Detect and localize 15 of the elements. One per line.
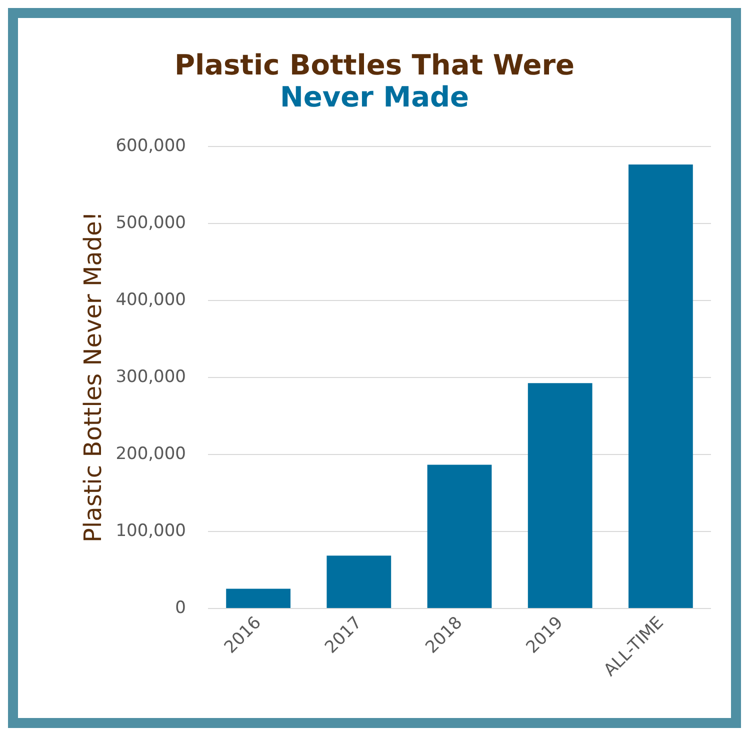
- y-tick-label: 100,000: [116, 521, 186, 541]
- y-tick-label: 600,000: [116, 136, 186, 156]
- y-tick-label: 500,000: [116, 213, 186, 233]
- bar: [326, 556, 392, 608]
- y-tick-label: 400,000: [116, 290, 186, 310]
- bar: [628, 164, 693, 608]
- chart-subtitle: Never Made: [280, 80, 470, 114]
- chart-title: Plastic Bottles That Were: [174, 48, 575, 82]
- bar: [528, 383, 592, 608]
- bar: [226, 588, 290, 608]
- y-tick-label: 200,000: [116, 444, 186, 464]
- y-axis-title: Plastic Bottles Never Made!: [78, 211, 107, 543]
- bar: [427, 464, 492, 608]
- y-tick-label: 0: [175, 598, 186, 618]
- y-tick-label: 300,000: [116, 367, 186, 387]
